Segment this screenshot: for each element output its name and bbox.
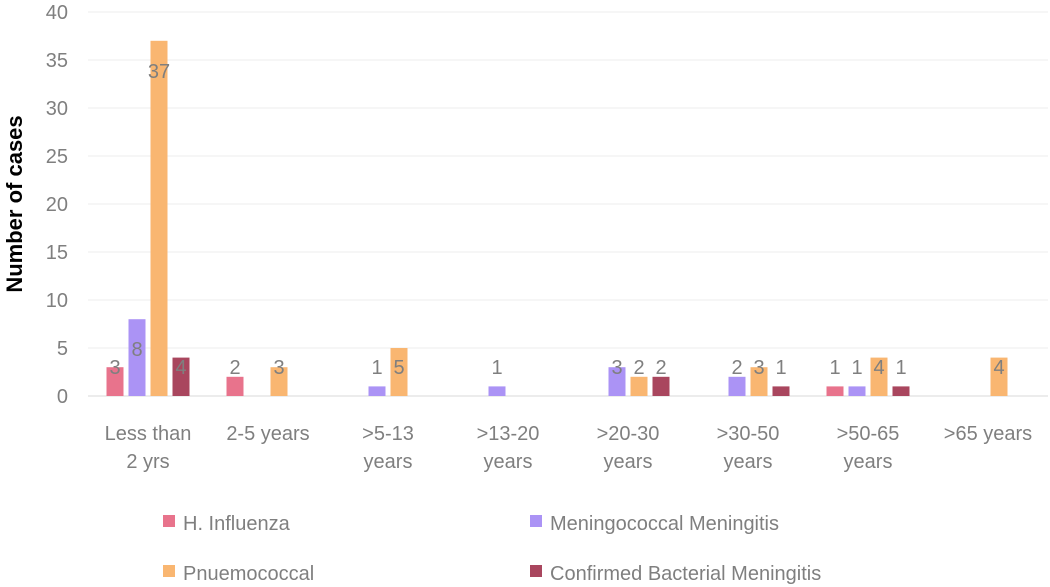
data-label: 4 [873, 357, 884, 379]
x-tick-label: years [484, 451, 533, 473]
data-label: 2 [655, 357, 666, 379]
bar [368, 386, 386, 396]
bar [390, 348, 408, 396]
bar [826, 386, 844, 396]
y-axis-label: Number of cases [2, 115, 27, 292]
bar [270, 367, 288, 396]
legend-marker [163, 565, 175, 577]
legend-marker [530, 515, 542, 527]
bar [128, 319, 146, 396]
x-tick-label: 2-5 years [226, 423, 309, 445]
data-label: 2 [633, 357, 644, 379]
x-tick-label: years [364, 451, 413, 473]
x-tick-label: >20-30 [597, 423, 660, 445]
x-tick-label: >30-50 [717, 423, 780, 445]
data-label: 8 [131, 339, 142, 361]
x-tick-label: >13-20 [477, 423, 540, 445]
y-tick-label: 15 [46, 242, 68, 264]
legend-marker [163, 515, 175, 527]
bar [150, 40, 168, 397]
bar [608, 367, 626, 396]
bar [172, 357, 190, 396]
legend-marker [530, 565, 542, 577]
bar [652, 376, 670, 396]
y-tick-label: 35 [46, 50, 68, 72]
x-tick-label: years [604, 451, 653, 473]
bar [106, 367, 124, 396]
bar [750, 367, 768, 396]
bar [630, 376, 648, 396]
y-tick-label: 0 [57, 386, 68, 408]
legend-label: Meningococcal Meningitis [550, 513, 779, 535]
x-tick-label: years [844, 451, 893, 473]
bar [488, 386, 506, 396]
data-label: 1 [491, 357, 502, 379]
x-tick-label: >50-65 [837, 423, 900, 445]
bar [892, 386, 910, 396]
bar [226, 376, 244, 396]
legend-label: Confirmed Bacterial Meningitis [550, 563, 821, 585]
data-label: 3 [109, 357, 120, 379]
data-label: 5 [393, 357, 404, 379]
data-label: 2 [731, 357, 742, 379]
y-tick-label: 40 [46, 2, 68, 24]
data-label: 37 [148, 61, 170, 83]
bar [772, 386, 790, 396]
bar [728, 376, 746, 396]
x-tick-label: Less than [105, 423, 192, 445]
y-tick-label: 25 [46, 146, 68, 168]
x-tick-label: >5-13 [362, 423, 414, 445]
data-label: 1 [851, 357, 862, 379]
x-tick-label: >65 years [944, 423, 1032, 445]
bar [870, 357, 888, 396]
x-tick-label: years [724, 451, 773, 473]
legend-label: Pnuemococcal [183, 563, 314, 585]
bar [990, 357, 1008, 396]
y-tick-label: 30 [46, 98, 68, 120]
y-tick-label: 10 [46, 290, 68, 312]
data-label: 1 [895, 357, 906, 379]
data-label: 3 [611, 357, 622, 379]
data-label: 1 [775, 357, 786, 379]
bar [848, 386, 866, 396]
data-label: 3 [273, 357, 284, 379]
data-label: 4 [993, 357, 1004, 379]
legend-label: H. Influenza [183, 513, 291, 535]
data-label: 4 [175, 357, 186, 379]
data-label: 1 [829, 357, 840, 379]
x-tick-label: 2 yrs [126, 451, 169, 473]
data-label: 2 [229, 357, 240, 379]
y-tick-label: 20 [46, 194, 68, 216]
data-label: 1 [371, 357, 382, 379]
data-label: 3 [753, 357, 764, 379]
y-tick-label: 5 [57, 338, 68, 360]
